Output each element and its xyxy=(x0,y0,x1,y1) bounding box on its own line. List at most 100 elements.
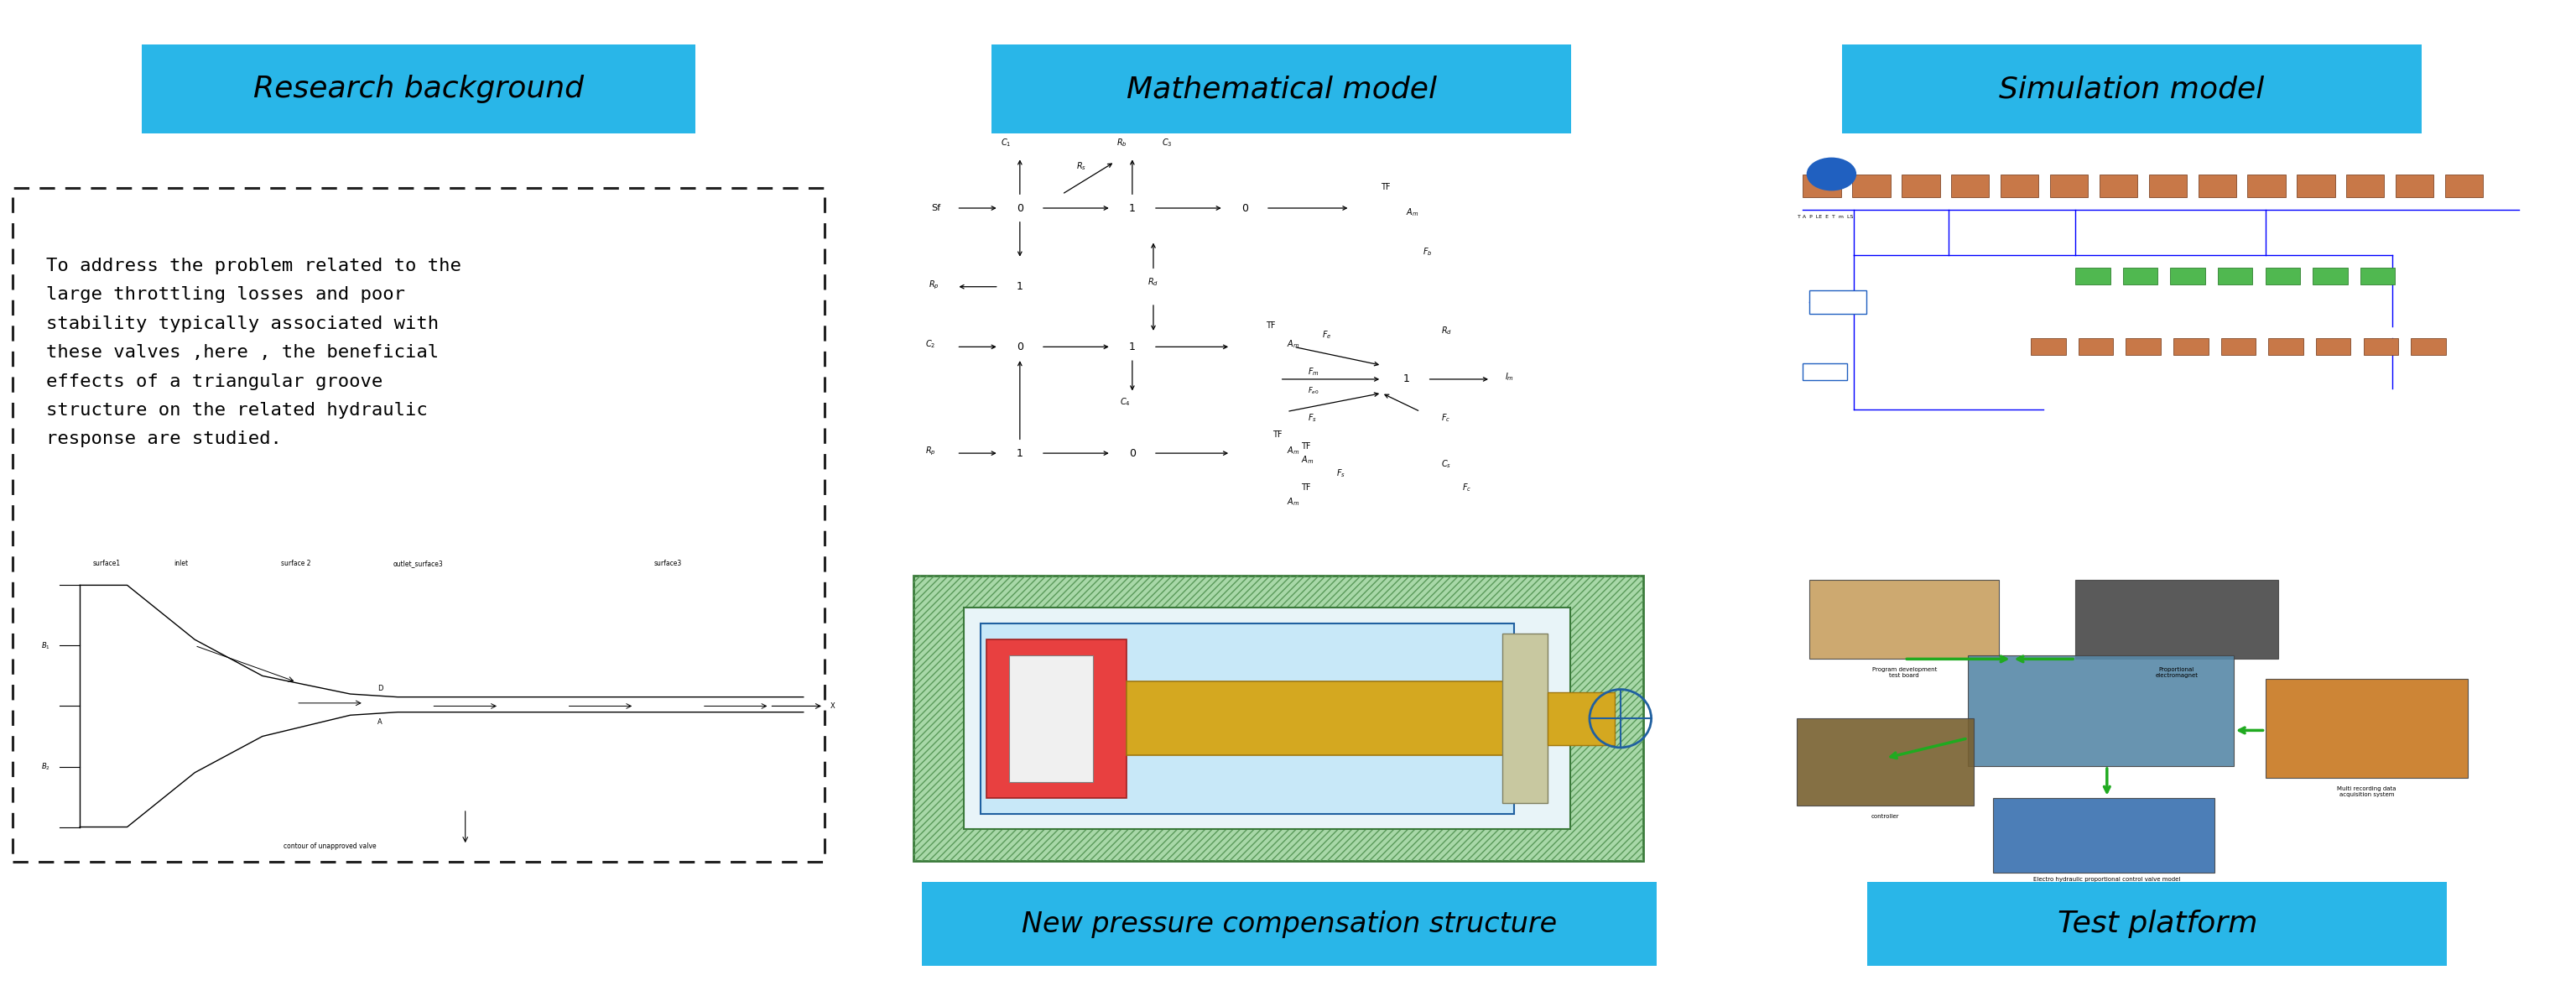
Text: D: D xyxy=(379,685,384,693)
FancyBboxPatch shape xyxy=(2030,339,2066,355)
Text: $A_m$: $A_m$ xyxy=(1288,496,1301,507)
FancyBboxPatch shape xyxy=(2125,339,2161,355)
Text: 0: 0 xyxy=(1242,202,1247,214)
Text: inlet: inlet xyxy=(175,560,188,567)
Text: $C_4$: $C_4$ xyxy=(1121,396,1131,408)
Text: $F_s$: $F_s$ xyxy=(1337,468,1345,480)
FancyBboxPatch shape xyxy=(922,882,1656,966)
Text: 1: 1 xyxy=(1404,374,1409,385)
FancyBboxPatch shape xyxy=(2002,174,2038,197)
Text: A: A xyxy=(379,718,381,725)
Text: TF: TF xyxy=(1301,442,1311,450)
Text: controller: controller xyxy=(1870,814,1899,819)
FancyBboxPatch shape xyxy=(1950,174,1989,197)
Circle shape xyxy=(1808,159,1855,190)
Text: $B_1$: $B_1$ xyxy=(41,640,52,651)
Text: Electro hydraulic proportional control valve model: Electro hydraulic proportional control v… xyxy=(2032,877,2179,882)
Text: $I_m$: $I_m$ xyxy=(1504,371,1515,383)
Text: ⊗: ⊗ xyxy=(1821,368,1829,376)
FancyBboxPatch shape xyxy=(2298,174,2334,197)
Text: $A_m$: $A_m$ xyxy=(1406,207,1419,218)
Text: $F_b$: $F_b$ xyxy=(1422,246,1432,258)
FancyBboxPatch shape xyxy=(2269,339,2303,355)
Text: $R_p$: $R_p$ xyxy=(927,278,940,290)
Text: $A_m$: $A_m$ xyxy=(1288,339,1301,350)
Text: Sf: Sf xyxy=(930,204,940,212)
FancyBboxPatch shape xyxy=(2264,268,2300,284)
Text: Program development
test board: Program development test board xyxy=(1873,667,1937,678)
FancyBboxPatch shape xyxy=(2079,339,2112,355)
FancyBboxPatch shape xyxy=(2221,339,2257,355)
FancyBboxPatch shape xyxy=(981,623,1515,814)
Text: $R_p$: $R_p$ xyxy=(925,445,935,457)
FancyBboxPatch shape xyxy=(1852,174,1891,197)
Text: To address the problem related to the
large throttling losses and poor
stability: To address the problem related to the la… xyxy=(46,258,461,448)
FancyBboxPatch shape xyxy=(2360,268,2396,284)
Text: $F_c$: $F_c$ xyxy=(1443,412,1450,424)
FancyBboxPatch shape xyxy=(963,607,1569,829)
Text: $F_e$: $F_e$ xyxy=(1321,329,1332,341)
Text: Research background: Research background xyxy=(252,75,585,103)
FancyBboxPatch shape xyxy=(2148,174,2187,197)
FancyBboxPatch shape xyxy=(1808,290,1865,313)
Text: surface1: surface1 xyxy=(93,560,121,567)
Text: Multi recording data
acquisition system: Multi recording data acquisition system xyxy=(2336,786,2396,797)
FancyBboxPatch shape xyxy=(1548,692,1615,745)
FancyBboxPatch shape xyxy=(1842,45,2421,134)
Text: $R_b$: $R_b$ xyxy=(1115,138,1128,149)
FancyBboxPatch shape xyxy=(1994,798,2215,873)
Text: $F_m$: $F_m$ xyxy=(1309,367,1319,378)
FancyBboxPatch shape xyxy=(1502,634,1548,803)
Text: Test platform: Test platform xyxy=(2058,910,2257,938)
FancyBboxPatch shape xyxy=(2169,268,2205,284)
Text: Proportional
electromagnet: Proportional electromagnet xyxy=(2156,667,2197,678)
FancyBboxPatch shape xyxy=(2264,679,2468,778)
Text: $F_s$: $F_s$ xyxy=(1309,412,1316,424)
FancyBboxPatch shape xyxy=(1968,655,2233,766)
FancyBboxPatch shape xyxy=(992,45,1571,134)
Text: surface3: surface3 xyxy=(654,560,683,567)
Text: outlet_surface3: outlet_surface3 xyxy=(394,560,443,567)
Text: contour of unapproved valve: contour of unapproved valve xyxy=(283,842,376,850)
FancyBboxPatch shape xyxy=(2174,339,2208,355)
Text: $C_1$: $C_1$ xyxy=(999,138,1010,149)
Text: 0: 0 xyxy=(1128,448,1136,459)
Text: surface 2: surface 2 xyxy=(281,560,312,567)
FancyBboxPatch shape xyxy=(1808,580,1999,659)
FancyBboxPatch shape xyxy=(2347,174,2385,197)
FancyBboxPatch shape xyxy=(1803,174,1842,197)
FancyBboxPatch shape xyxy=(2445,174,2483,197)
FancyBboxPatch shape xyxy=(2050,174,2089,197)
Text: TF: TF xyxy=(1301,484,1311,492)
Text: 1: 1 xyxy=(1018,281,1023,292)
Text: LS: LS xyxy=(1834,300,1842,305)
FancyBboxPatch shape xyxy=(2246,174,2285,197)
FancyBboxPatch shape xyxy=(1868,882,2447,966)
Text: TF: TF xyxy=(1381,183,1391,191)
Text: 1: 1 xyxy=(1128,341,1136,353)
Text: $C_s$: $C_s$ xyxy=(1443,459,1453,471)
FancyBboxPatch shape xyxy=(1803,364,1847,381)
FancyBboxPatch shape xyxy=(2076,268,2110,284)
FancyBboxPatch shape xyxy=(2099,174,2138,197)
FancyBboxPatch shape xyxy=(1010,655,1092,782)
Text: TF: TF xyxy=(1273,430,1283,439)
Text: $B_2$: $B_2$ xyxy=(41,761,52,772)
FancyBboxPatch shape xyxy=(2411,339,2445,355)
Text: $R_d$: $R_d$ xyxy=(1443,325,1453,336)
FancyBboxPatch shape xyxy=(2313,268,2347,284)
Text: 0: 0 xyxy=(1018,341,1023,353)
Text: $R_s$: $R_s$ xyxy=(1077,161,1087,172)
Text: X: X xyxy=(829,703,835,710)
Text: Simulation model: Simulation model xyxy=(1999,75,2264,103)
Text: 1: 1 xyxy=(1128,202,1136,214)
FancyBboxPatch shape xyxy=(2396,174,2434,197)
Text: Mathematical model: Mathematical model xyxy=(1126,75,1437,103)
FancyBboxPatch shape xyxy=(2316,339,2352,355)
FancyBboxPatch shape xyxy=(2123,268,2159,284)
Text: $R_d$: $R_d$ xyxy=(1149,276,1159,287)
Text: New pressure compensation structure: New pressure compensation structure xyxy=(1023,911,1556,937)
Text: $F_{e0}$: $F_{e0}$ xyxy=(1309,385,1319,396)
FancyBboxPatch shape xyxy=(1901,174,1940,197)
FancyBboxPatch shape xyxy=(2218,268,2251,284)
